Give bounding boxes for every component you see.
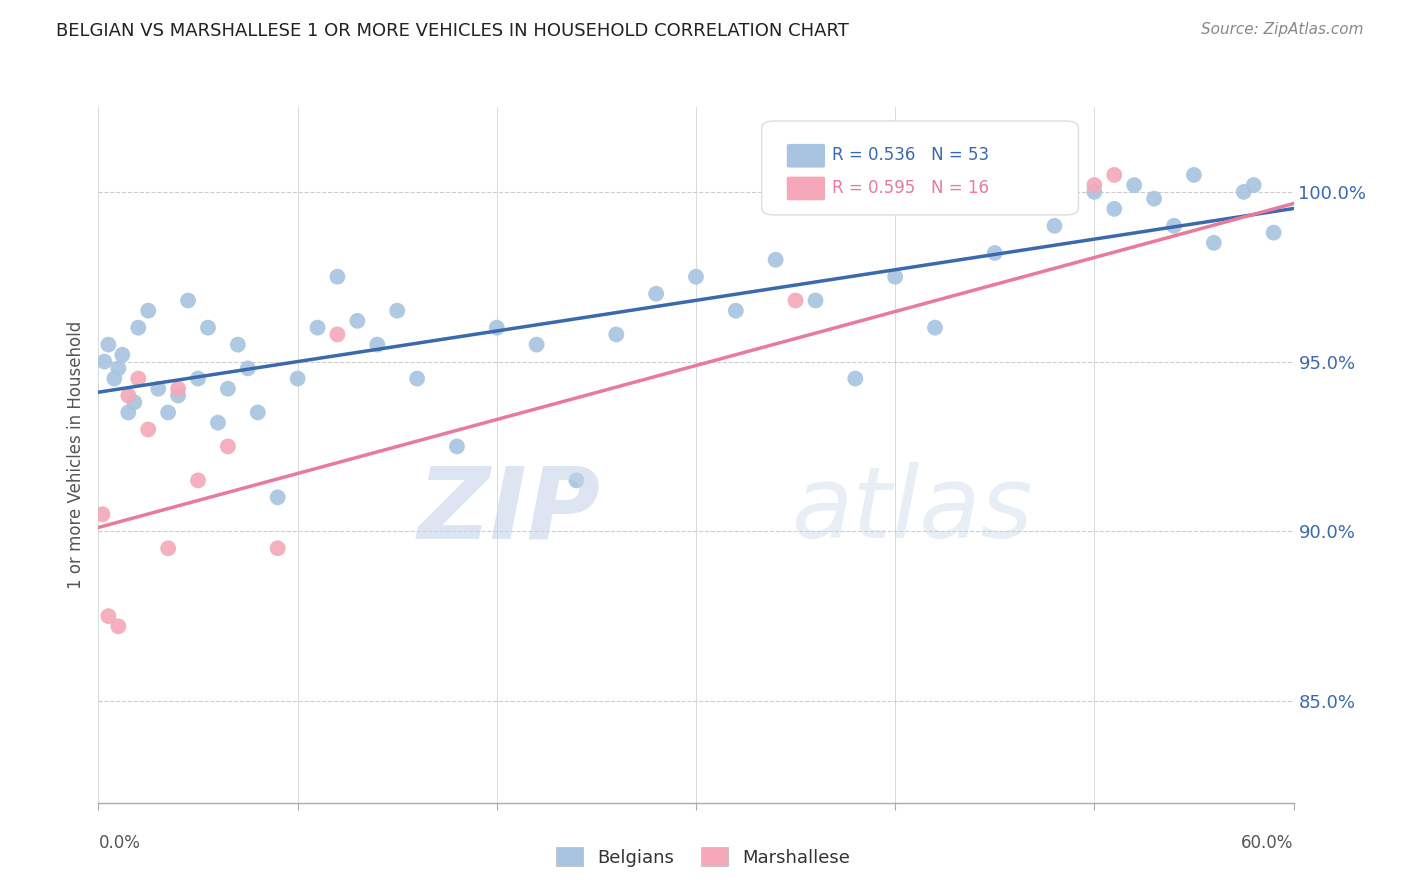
Point: [187, 371, 209, 385]
Text: ZIP: ZIP: [418, 462, 600, 559]
Text: Source: ZipAtlas.com: Source: ZipAtlas.com: [1201, 22, 1364, 37]
Text: BELGIAN VS MARSHALLESE 1 OR MORE VEHICLES IN HOUSEHOLD CORRELATION CHART: BELGIAN VS MARSHALLESE 1 OR MORE VEHICLE…: [56, 22, 849, 40]
FancyBboxPatch shape: [762, 121, 1078, 215]
Point: [645, 286, 668, 301]
Text: 60.0%: 60.0%: [1241, 834, 1294, 852]
FancyBboxPatch shape: [787, 177, 825, 201]
Point: [385, 303, 409, 318]
Point: [605, 327, 627, 342]
Y-axis label: 1 or more Vehicles in Household: 1 or more Vehicles in Household: [66, 321, 84, 589]
Point: [366, 337, 388, 351]
Point: [97, 337, 120, 351]
Point: [406, 371, 429, 385]
Legend: Belgians, Marshallese: Belgians, Marshallese: [548, 840, 858, 874]
Point: [267, 491, 290, 505]
Point: [177, 293, 200, 308]
Point: [127, 320, 149, 334]
Point: [1083, 178, 1105, 193]
Point: [267, 541, 290, 556]
Point: [565, 474, 588, 488]
Point: [1043, 219, 1066, 233]
Point: [157, 541, 180, 556]
Point: [346, 314, 368, 328]
Point: [765, 252, 787, 267]
Text: R = 0.536   N = 53: R = 0.536 N = 53: [832, 146, 990, 164]
Point: [1182, 168, 1205, 182]
Point: [124, 395, 146, 409]
Point: [217, 382, 239, 396]
Point: [167, 388, 190, 402]
Point: [226, 337, 249, 351]
Point: [326, 269, 349, 284]
Point: [187, 474, 209, 488]
FancyBboxPatch shape: [787, 144, 825, 168]
Point: [157, 405, 180, 419]
Point: [148, 382, 170, 396]
Point: [287, 371, 309, 385]
Point: [1243, 178, 1265, 193]
Point: [326, 327, 349, 342]
Point: [167, 382, 190, 396]
Point: [91, 508, 114, 522]
Point: [526, 337, 548, 351]
Point: [127, 371, 149, 385]
Point: [103, 371, 125, 385]
Text: 0.0%: 0.0%: [98, 834, 141, 852]
Point: [1202, 235, 1225, 250]
Point: [97, 609, 120, 624]
Point: [117, 405, 139, 419]
Point: [785, 293, 807, 308]
Point: [1233, 185, 1256, 199]
Point: [217, 439, 239, 453]
Point: [1123, 178, 1146, 193]
Point: [136, 422, 159, 436]
Point: [804, 293, 827, 308]
Point: [1104, 168, 1126, 182]
Point: [207, 416, 229, 430]
Point: [844, 371, 866, 385]
Point: [111, 348, 134, 362]
Point: [1163, 219, 1185, 233]
Point: [236, 361, 259, 376]
Point: [107, 619, 129, 633]
Point: [93, 354, 115, 368]
Point: [884, 269, 907, 284]
Point: [117, 388, 139, 402]
Point: [446, 439, 468, 453]
Point: [983, 246, 1005, 260]
Point: [724, 303, 747, 318]
Point: [1263, 226, 1285, 240]
Point: [1104, 202, 1126, 216]
Point: [1083, 185, 1105, 199]
Point: [246, 405, 269, 419]
Point: [136, 303, 159, 318]
Text: atlas: atlas: [792, 462, 1033, 559]
Point: [197, 320, 219, 334]
Point: [924, 320, 946, 334]
Text: R = 0.595   N = 16: R = 0.595 N = 16: [832, 178, 990, 197]
Point: [107, 361, 129, 376]
Point: [307, 320, 329, 334]
Point: [1143, 192, 1166, 206]
Point: [685, 269, 707, 284]
Point: [485, 320, 508, 334]
